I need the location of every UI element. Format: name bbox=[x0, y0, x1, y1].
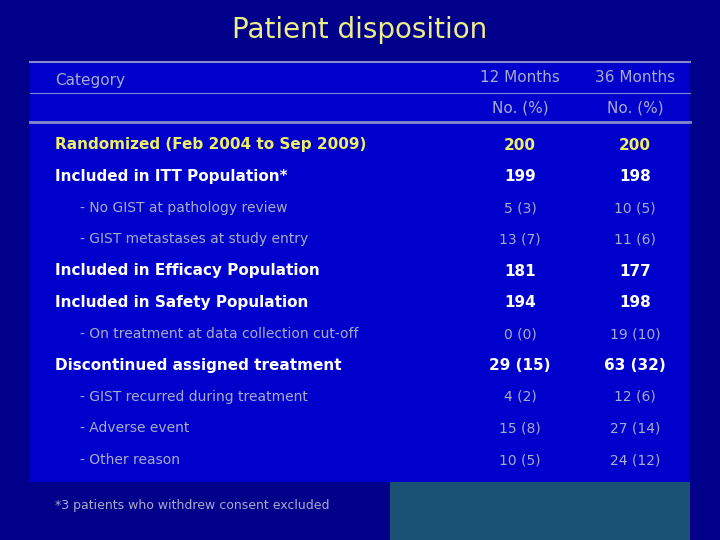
Text: Included in ITT Population*: Included in ITT Population* bbox=[55, 169, 287, 184]
Text: - GIST metastases at study entry: - GIST metastases at study entry bbox=[80, 233, 308, 246]
Text: - GIST recurred during treatment: - GIST recurred during treatment bbox=[80, 390, 308, 404]
Text: 10 (5): 10 (5) bbox=[499, 453, 541, 467]
Text: 177: 177 bbox=[619, 264, 651, 279]
Text: Included in Safety Population: Included in Safety Population bbox=[55, 295, 308, 310]
Text: 63 (32): 63 (32) bbox=[604, 358, 666, 373]
Text: 12 Months: 12 Months bbox=[480, 71, 560, 85]
Text: 194: 194 bbox=[504, 295, 536, 310]
Text: Patient disposition: Patient disposition bbox=[233, 16, 487, 44]
Text: 12 (6): 12 (6) bbox=[614, 390, 656, 404]
Text: 198: 198 bbox=[619, 295, 651, 310]
Text: 11 (6): 11 (6) bbox=[614, 233, 656, 246]
Text: Randomized (Feb 2004 to Sep 2009): Randomized (Feb 2004 to Sep 2009) bbox=[55, 138, 366, 152]
Text: Category: Category bbox=[55, 72, 125, 87]
Text: Included in Efficacy Population: Included in Efficacy Population bbox=[55, 264, 320, 279]
Text: No. (%): No. (%) bbox=[492, 100, 549, 116]
Text: - No GIST at pathology review: - No GIST at pathology review bbox=[80, 201, 287, 215]
Bar bbox=[30, 62, 690, 482]
Text: 36 Months: 36 Months bbox=[595, 71, 675, 85]
Text: 4 (2): 4 (2) bbox=[503, 390, 536, 404]
Text: 19 (10): 19 (10) bbox=[610, 327, 660, 341]
Text: 13 (7): 13 (7) bbox=[499, 233, 541, 246]
Text: No. (%): No. (%) bbox=[607, 100, 663, 116]
Text: 27 (14): 27 (14) bbox=[610, 422, 660, 435]
Text: - Other reason: - Other reason bbox=[80, 453, 180, 467]
Text: - On treatment at data collection cut-off: - On treatment at data collection cut-of… bbox=[80, 327, 359, 341]
Text: 0 (0): 0 (0) bbox=[503, 327, 536, 341]
Text: 10 (5): 10 (5) bbox=[614, 201, 656, 215]
Text: Discontinued assigned treatment: Discontinued assigned treatment bbox=[55, 358, 341, 373]
Text: 198: 198 bbox=[619, 169, 651, 184]
Text: 24 (12): 24 (12) bbox=[610, 453, 660, 467]
Bar bbox=[390, 482, 690, 540]
Text: 29 (15): 29 (15) bbox=[490, 358, 551, 373]
Text: 181: 181 bbox=[504, 264, 536, 279]
Text: 5 (3): 5 (3) bbox=[503, 201, 536, 215]
Text: 199: 199 bbox=[504, 169, 536, 184]
Text: - Adverse event: - Adverse event bbox=[80, 422, 189, 435]
Text: 15 (8): 15 (8) bbox=[499, 422, 541, 435]
Text: 200: 200 bbox=[619, 138, 651, 152]
Text: 200: 200 bbox=[504, 138, 536, 152]
Text: *3 patients who withdrew consent excluded: *3 patients who withdrew consent exclude… bbox=[55, 498, 330, 511]
